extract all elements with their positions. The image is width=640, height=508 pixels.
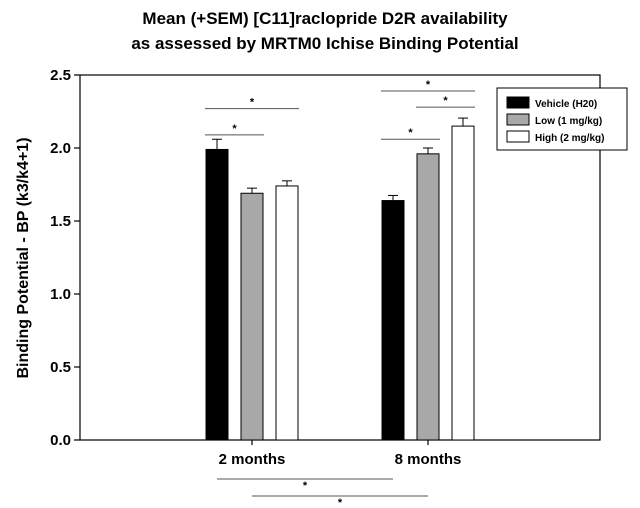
plot-frame	[79, 74, 601, 441]
significance-star: *	[426, 79, 431, 91]
chart-title-line-2: as assessed by MRTM0 Ichise Binding Pote…	[131, 34, 518, 53]
y-tick-label: 1.0	[50, 286, 71, 303]
significance-star: *	[250, 97, 255, 109]
bar	[205, 148, 229, 441]
y-tick-label: 0.0	[50, 432, 71, 449]
y-tick-label: 1.5	[50, 213, 71, 230]
plot-area: 0.0 0.5 1.0 1.5 2.0 2.5 2 months 8 months * * * * * *…	[50, 67, 601, 508]
y-tick-label: 2.0	[50, 140, 71, 157]
chart-title-line-1: Mean (+SEM) [C11]raclopride D2R availabi…	[142, 9, 508, 28]
bar	[416, 153, 440, 441]
legend-swatch	[506, 130, 530, 143]
y-tick-label: 2.5	[50, 67, 71, 84]
x-tick-label: 2 months	[219, 451, 286, 468]
legend-label: Low (1 mg/kg)	[535, 116, 602, 127]
legend-swatch	[506, 96, 530, 109]
x-tick-label: 8 months	[395, 451, 462, 468]
significance-star: *	[443, 95, 448, 107]
bar	[451, 125, 475, 441]
legend-swatch	[506, 113, 530, 126]
cross-significance-star: *	[303, 480, 308, 492]
significance-star: *	[232, 123, 237, 135]
significance-star: *	[408, 127, 413, 139]
bar	[275, 185, 299, 441]
y-tick-label: 0.5	[50, 359, 71, 376]
legend-label: High (2 mg/kg)	[535, 133, 604, 144]
legend-label: Vehicle (H20)	[535, 99, 597, 110]
legend: Vehicle (H20) Low (1 mg/kg) High (2 mg/kg)	[496, 87, 628, 151]
y-axis-label: Binding Potential - BP (k3/k4+1)	[15, 137, 32, 378]
bar	[240, 192, 264, 441]
bar	[381, 200, 405, 441]
cross-significance-star: *	[338, 497, 343, 508]
